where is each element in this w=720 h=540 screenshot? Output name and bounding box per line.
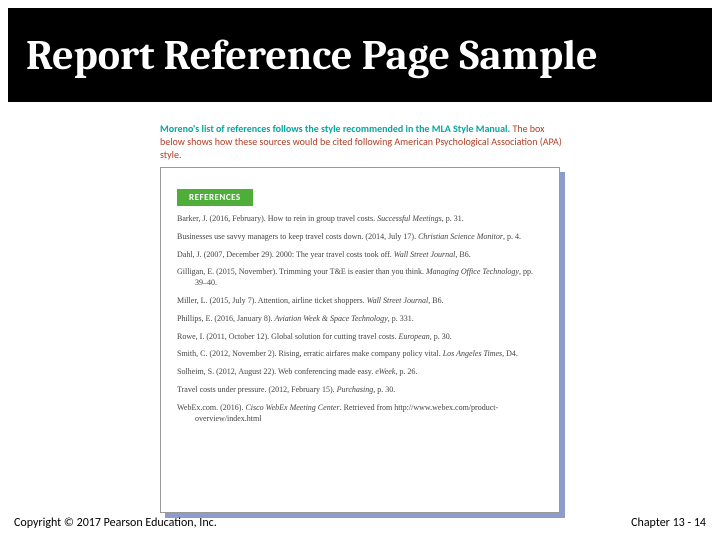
reference-entry: Solheim, S. (2012, August 22). Web confe… xyxy=(177,367,533,378)
reference-entry: Businesses use savvy managers to keep tr… xyxy=(177,232,533,243)
caption-lead: Moreno's list of references follows the … xyxy=(160,122,510,135)
reference-list: Barker, J. (2016, February). How to rein… xyxy=(177,214,533,424)
reference-entry: Phillips, E. (2016, January 8). Aviation… xyxy=(177,314,533,325)
reference-page: REFERENCES Barker, J. (2016, February). … xyxy=(160,167,560,513)
footer-copyright: Copyright © 2017 Pearson Education, Inc. xyxy=(14,516,217,530)
reference-entry: WebEx.com. (2016). Cisco WebEx Meeting C… xyxy=(177,403,533,425)
reference-entry: Barker, J. (2016, February). How to rein… xyxy=(177,214,533,225)
reference-entry: Miller, L. (2015, July 7). Attention, ai… xyxy=(177,296,533,307)
reference-entry: Travel costs under pressure. (2012, Febr… xyxy=(177,385,533,396)
references-header: REFERENCES xyxy=(177,189,253,206)
slide: Report Reference Page Sample Moreno's li… xyxy=(0,0,720,540)
page-wrap: REFERENCES Barker, J. (2016, February). … xyxy=(160,167,560,513)
title-bar: Report Reference Page Sample xyxy=(8,8,712,102)
reference-entry: Rowe, I. (2011, October 12). Global solu… xyxy=(177,332,533,343)
reference-entry: Smith, C. (2012, November 2). Rising, er… xyxy=(177,349,533,360)
reference-entry: Dahl, J. (2007, December 29). 2000: The … xyxy=(177,250,533,261)
footer: Copyright © 2017 Pearson Education, Inc.… xyxy=(14,516,706,530)
figure-caption: Moreno's list of references follows the … xyxy=(160,122,570,161)
slide-title: Report Reference Page Sample xyxy=(26,31,598,80)
footer-chapter: Chapter 13 - 14 xyxy=(631,516,706,530)
reference-entry: Gilligan, E. (2015, November). Trimming … xyxy=(177,267,533,289)
figure: Moreno's list of references follows the … xyxy=(160,122,570,513)
